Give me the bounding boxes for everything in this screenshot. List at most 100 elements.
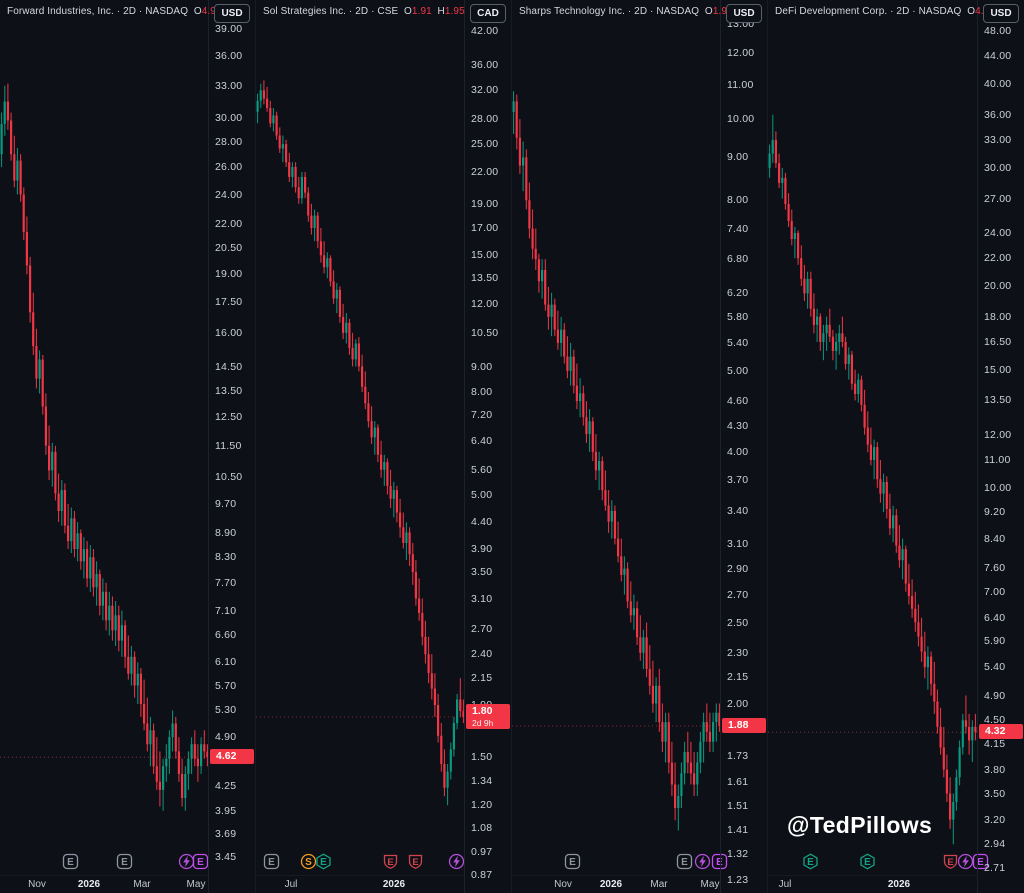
svg-text:E: E (947, 857, 953, 868)
price-axis-label: 3.20 (984, 813, 1006, 826)
price-axis-label: 17.00 (471, 222, 499, 234)
chart-legend[interactable]: Forward Industries, Inc. · 2D · NASDAQ O… (7, 6, 245, 18)
e-hex-green-badge[interactable]: E (802, 853, 819, 870)
price-axis[interactable]: 48.00 44.00 40.00 36.00 33.00 30.00 27.00 24.00… (977, 0, 1024, 893)
price-axis-label: 3.50 (984, 787, 1006, 800)
price-axis-label: 2.00 (727, 697, 749, 710)
last-price-badge: 4.32 (979, 724, 1023, 740)
price-axis[interactable]: 13.00 12.00 11.00 10.00 9.00 8.00 7.40 6.80 6.20… (720, 0, 767, 893)
last-price-badge: 1.80 2d 9h (466, 703, 510, 729)
price-axis-label: 3.95 (215, 804, 237, 817)
bolt-purple-badge[interactable] (694, 853, 711, 870)
time-axis[interactable]: Nov 2026 Mar May (512, 875, 721, 893)
e-hex-green-badge[interactable]: E (859, 853, 876, 870)
price-axis-label: 2.15 (727, 671, 749, 684)
e-shield-red-badge[interactable]: E (407, 853, 424, 870)
candlestick-chart[interactable] (512, 0, 768, 893)
price-axis-label: 2.40 (471, 648, 493, 661)
time-axis[interactable]: Jul 2026 (256, 875, 465, 893)
price-axis-label: 1.32 (727, 848, 749, 861)
bolt-purple-badge[interactable] (957, 853, 974, 870)
legend-segment: Forward Industries, Inc. · 2D · NASDAQ (7, 6, 194, 17)
price-axis-label: 48.00 (984, 25, 1012, 37)
chart-legend[interactable]: DeFi Development Corp. · 2D · NASDAQ O4.… (775, 6, 1018, 18)
chart-legend[interactable]: Sol Strategies Inc. · 2D · CSE O1.91 H1.… (263, 6, 486, 18)
e-hex-green-badge[interactable]: E (315, 853, 332, 870)
legend-segment: Sharps Technology Inc. · 2D · NASDAQ (519, 6, 705, 17)
legend-ohlc-value: 1.95 (444, 6, 465, 17)
time-axis[interactable]: Jul 2026 (768, 875, 977, 893)
price-axis-label: 12.00 (984, 428, 1012, 441)
currency-button[interactable]: USD (726, 4, 762, 23)
e-square-gray-badge[interactable]: E (263, 853, 280, 870)
chart-legend[interactable]: Sharps Technology Inc. · 2D · NASDAQ O1.… (519, 6, 756, 18)
legend-segment: O (967, 6, 976, 17)
price-axis-label: 5.60 (471, 463, 493, 476)
e-shield-red-badge[interactable]: E (942, 853, 959, 870)
candlestick-chart[interactable] (0, 0, 256, 893)
candlestick-chart[interactable] (256, 0, 512, 893)
s-circle-orange-badge[interactable]: S (300, 853, 317, 870)
last-price-badge: 4.62 (210, 749, 254, 765)
price-axis-label: 9.00 (727, 151, 749, 164)
price-axis-label: 8.40 (984, 532, 1006, 545)
price-axis-label: 4.40 (471, 516, 493, 529)
bolt-purple-badge[interactable] (178, 853, 195, 870)
price-axis-label: 3.90 (471, 542, 493, 555)
price-axis-label: 0.87 (471, 869, 493, 882)
price-axis-label: 3.50 (471, 566, 493, 579)
e-square-gray-badge[interactable]: E (116, 853, 133, 870)
last-price-value: 4.32 (985, 725, 1006, 738)
price-axis-label: 4.00 (727, 445, 749, 458)
time-axis[interactable]: Nov 2026 Mar May (0, 875, 209, 893)
bolt-purple-badge[interactable] (448, 853, 465, 870)
price-axis-label: 15.00 (471, 249, 499, 262)
price-axis-label: 9.00 (471, 360, 493, 373)
price-axis[interactable]: 39.00 36.00 33.00 30.00 28.00 26.00 24.00 22.00… (208, 0, 255, 893)
price-axis-label: 6.10 (215, 656, 237, 669)
svg-text:E: E (681, 857, 688, 868)
candlestick-chart[interactable] (768, 0, 1024, 893)
price-axis[interactable]: 42.00 36.00 32.00 28.00 25.00 22.00 19.00 17.00… (464, 0, 511, 893)
e-square-gray-badge[interactable]: E (62, 853, 79, 870)
last-price-badge: 1.88 (722, 718, 766, 733)
price-axis-label: 3.10 (727, 538, 749, 551)
e-square-gray-badge[interactable]: E (564, 853, 581, 870)
price-axis-label: 12.00 (471, 297, 499, 310)
svg-text:E: E (387, 857, 393, 868)
price-axis-label: 24.00 (215, 188, 243, 201)
price-axis-label: 1.50 (471, 750, 493, 763)
price-axis-label: 7.70 (215, 576, 237, 589)
price-axis-label: 4.15 (984, 737, 1006, 750)
e-square-purple-badge[interactable]: E (711, 853, 728, 870)
e-shield-red-badge[interactable]: E (382, 853, 399, 870)
svg-text:S: S (305, 857, 312, 868)
price-axis-label: 10.50 (215, 470, 243, 483)
time-axis-label: Jul (778, 879, 792, 890)
price-axis-label: 27.00 (984, 192, 1012, 205)
price-axis-label: 32.00 (471, 84, 499, 97)
last-price-value: 1.80 (472, 704, 493, 717)
e-square-gray-badge[interactable]: E (676, 853, 693, 870)
e-square-purple-badge[interactable]: E (192, 853, 209, 870)
price-axis-label: 5.30 (215, 704, 237, 717)
currency-button[interactable]: USD (983, 4, 1019, 23)
price-axis-label: 3.70 (727, 474, 749, 487)
svg-text:E: E (197, 857, 204, 868)
last-price-value: 1.88 (728, 719, 749, 731)
price-axis-label: 42.00 (471, 25, 499, 38)
price-axis-label: 3.40 (727, 504, 749, 517)
currency-button[interactable]: USD (214, 4, 250, 23)
price-axis-label: 20.00 (984, 280, 1012, 292)
price-axis-label: 2.30 (727, 646, 749, 659)
time-axis-label: 2026 (887, 879, 911, 890)
time-axis-label: Nov (554, 879, 572, 890)
price-axis-label: 0.97 (471, 845, 493, 858)
price-axis-label: 8.90 (215, 527, 237, 540)
price-axis-label: 4.90 (984, 689, 1006, 702)
price-axis-label: 2.94 (984, 838, 1006, 851)
price-axis-label: 36.00 (471, 58, 499, 71)
currency-button[interactable]: CAD (470, 4, 506, 23)
price-axis-label: 5.00 (471, 488, 493, 501)
price-axis-label: 4.60 (727, 395, 749, 408)
